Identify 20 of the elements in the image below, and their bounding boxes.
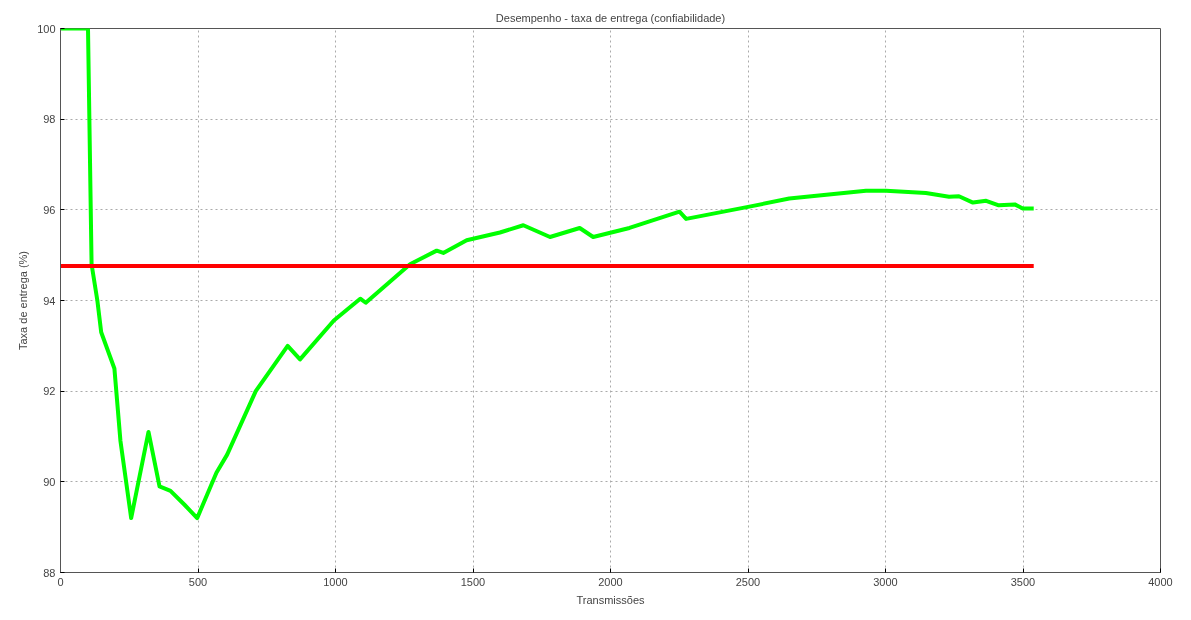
- x-tick-label: 1000: [323, 575, 348, 588]
- x-tick-label: 2000: [598, 575, 623, 588]
- chart-title: Desempenho - taxa de entrega (confiabilidade): [495, 11, 726, 24]
- y-tick-label: 100: [37, 22, 56, 35]
- x-tick-label: 2500: [735, 575, 761, 588]
- y-tick-label: 92: [43, 385, 56, 398]
- y-tick-label: 98: [43, 113, 56, 126]
- x-axis-title: Transmissões: [576, 593, 646, 606]
- x-tick-label: 1500: [460, 575, 486, 588]
- line-series: [60, 28, 1036, 521]
- x-tick-label: 0: [57, 575, 64, 588]
- y-tick-label: 96: [43, 203, 56, 216]
- x-tick-label: 500: [188, 575, 208, 588]
- y-tick-label: 90: [43, 475, 56, 488]
- y-tick-label: 88: [43, 566, 56, 579]
- x-tick-label: 3500: [1010, 575, 1036, 588]
- x-tick-label: 4000: [1148, 575, 1173, 588]
- y-axis-title: Taxa de entrega (%): [17, 250, 30, 351]
- x-tick-label: 3000: [873, 575, 898, 588]
- y-tick-label: 94: [43, 294, 56, 307]
